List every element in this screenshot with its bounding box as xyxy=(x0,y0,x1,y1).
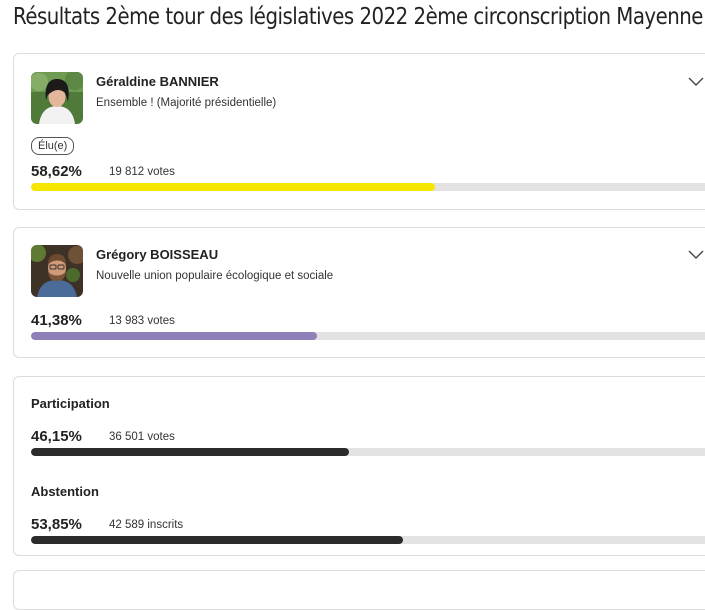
turnout-card: Participation 46,15% 36 501 votes Absten… xyxy=(13,376,705,556)
candidate-progress-bar xyxy=(31,183,705,191)
abstention-registered: 42 589 inscrits xyxy=(109,519,184,531)
candidate-photo-boisseau xyxy=(31,245,83,297)
next-card xyxy=(13,570,705,610)
participation-progress-fill xyxy=(31,448,350,456)
page-title: Résultats 2ème tour des législatives 202… xyxy=(13,4,703,30)
candidate-percent: 41,38% xyxy=(31,312,82,329)
abstention-percent: 53,85% xyxy=(31,516,82,533)
candidate-votes: 13 983 votes xyxy=(109,315,175,327)
participation-label: Participation xyxy=(31,396,110,411)
candidate-votes: 19 812 votes xyxy=(109,166,175,178)
candidate-progress-fill xyxy=(31,183,436,191)
candidate-card-bannier[interactable]: Géraldine BANNIER Ensemble ! (Majorité p… xyxy=(13,53,705,210)
candidate-name: Géraldine BANNIER xyxy=(96,74,219,89)
chevron-down-icon[interactable] xyxy=(688,74,704,86)
candidate-party: Nouvelle union populaire écologique et s… xyxy=(96,270,334,282)
abstention-label: Abstention xyxy=(31,484,99,499)
participation-votes: 36 501 votes xyxy=(109,431,175,443)
candidate-progress-bar xyxy=(31,332,705,340)
elected-badge: Élu(e) xyxy=(31,137,75,155)
participation-percent: 46,15% xyxy=(31,428,82,445)
abstention-progress-fill xyxy=(31,536,403,544)
abstention-progress-bar xyxy=(31,536,705,544)
candidate-progress-fill xyxy=(31,332,317,340)
chevron-down-icon[interactable] xyxy=(688,247,704,259)
candidate-photo-bannier xyxy=(31,72,83,124)
candidate-name: Grégory BOISSEAU xyxy=(96,247,219,262)
participation-progress-bar xyxy=(31,448,705,456)
candidate-card-boisseau[interactable]: Grégory BOISSEAU Nouvelle union populair… xyxy=(13,227,705,358)
candidate-party: Ensemble ! (Majorité présidentielle) xyxy=(96,97,277,109)
candidate-percent: 58,62% xyxy=(31,163,82,180)
